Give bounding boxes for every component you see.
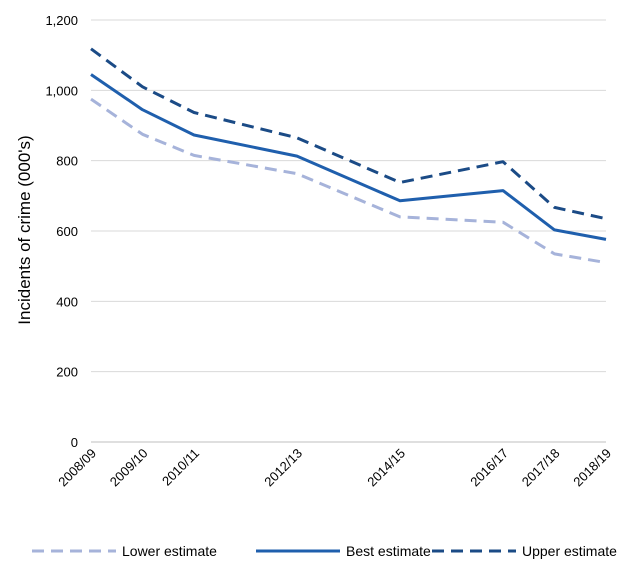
x-tick-label-2009-10: 2009/10	[107, 446, 151, 490]
x-tick-label-2017-18: 2017/18	[519, 446, 563, 490]
y-axis-title: Incidents of crime (000's)	[15, 135, 34, 324]
y-tick-label-1-000: 1,000	[45, 83, 78, 98]
x-axis-tick-labels: 2008/09 2009/10 2010/11 2012/13 2014/15 2016/…	[55, 446, 614, 490]
x-tick-label-2014-15: 2014/15	[364, 446, 408, 490]
x-tick-label-2018-19: 2018/19	[570, 446, 614, 490]
series-line-best-estimate	[90, 73, 607, 241]
series-line-upper-estimate	[90, 47, 607, 221]
x-tick-label-2008-09: 2008/09	[55, 446, 99, 490]
y-axis-tick-labels: 0 200 400 600 800 1,000 1,200	[45, 13, 78, 450]
y-tick-label-200: 200	[56, 365, 78, 380]
y-tick-label-800: 800	[56, 154, 78, 169]
x-tick-label-2016-17: 2016/17	[467, 446, 511, 490]
gridlines	[91, 19, 606, 373]
y-tick-label-600: 600	[56, 224, 78, 239]
legend-label-upper-estimate: Upper estimate	[522, 543, 617, 559]
y-tick-label-0: 0	[71, 435, 78, 450]
series-lines	[90, 47, 607, 265]
y-tick-label-400: 400	[56, 294, 78, 309]
x-tick-label-2012-13: 2012/13	[261, 446, 305, 490]
y-tick-label-1-200: 1,200	[45, 13, 78, 28]
legend-label-best-estimate: Best estimate	[346, 543, 431, 559]
legend: Lower estimate Best estimate Upper estimat…	[32, 543, 617, 559]
legend-label-lower-estimate: Lower estimate	[122, 543, 217, 559]
x-tick-label-2010-11: 2010/11	[159, 446, 202, 489]
